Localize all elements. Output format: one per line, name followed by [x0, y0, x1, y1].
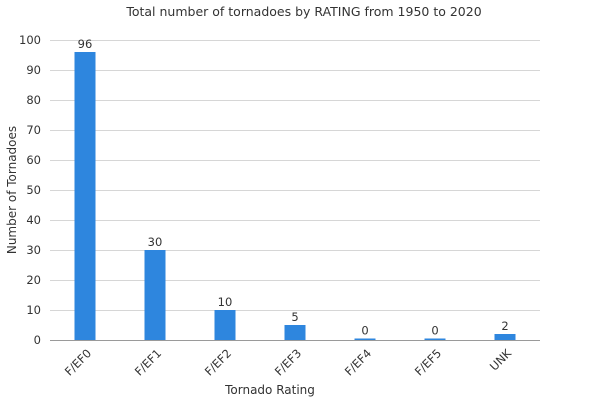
y-tick-label: 90 — [26, 63, 41, 77]
gridlines — [50, 40, 540, 311]
x-tick-label: F/EF3 — [272, 346, 304, 378]
y-axis-title: Number of Tornadoes — [5, 126, 19, 254]
data-label: 10 — [218, 295, 233, 309]
bars — [74, 52, 516, 340]
y-tick-label: 60 — [26, 153, 41, 167]
y-tick-label: 50 — [26, 183, 41, 197]
data-labels: 96 30 10 5 0 0 2 — [78, 37, 509, 338]
x-tick-label: F/EF4 — [342, 346, 374, 378]
x-tick-label: F/EF0 — [62, 346, 94, 378]
data-label: 0 — [361, 324, 368, 338]
data-label: 5 — [291, 310, 298, 324]
chart-title: Total number of tornadoes by RATING from… — [125, 4, 481, 19]
y-tick-label: 30 — [26, 243, 41, 257]
y-tick-label: 10 — [26, 303, 41, 317]
data-label: 96 — [78, 37, 93, 51]
bar — [354, 338, 376, 340]
x-tick-label: F/EF5 — [412, 346, 444, 378]
data-label: 2 — [501, 319, 508, 333]
y-tick-label: 100 — [19, 33, 41, 47]
data-label: 0 — [431, 324, 438, 338]
data-label: 30 — [148, 235, 163, 249]
y-axis-ticks: 0 10 20 30 40 50 60 70 80 90 100 — [19, 33, 41, 347]
y-tick-label: 20 — [26, 273, 41, 287]
bar — [74, 52, 96, 340]
y-tick-label: 80 — [26, 93, 41, 107]
x-tick-label: UNK — [487, 346, 515, 374]
bar — [144, 250, 166, 340]
y-tick-label: 40 — [26, 213, 41, 227]
x-tick-label: F/EF2 — [202, 346, 234, 378]
bar — [284, 325, 306, 340]
bar — [424, 338, 446, 340]
x-axis-title: Tornado Rating — [224, 383, 315, 397]
bar — [494, 334, 516, 340]
y-tick-label: 0 — [34, 333, 41, 347]
x-axis-ticks: F/EF0 F/EF1 F/EF2 F/EF3 F/EF4 F/EF5 UNK — [62, 346, 515, 379]
bar — [214, 310, 236, 340]
y-tick-label: 70 — [26, 123, 41, 137]
x-tick-label: F/EF1 — [132, 346, 164, 378]
